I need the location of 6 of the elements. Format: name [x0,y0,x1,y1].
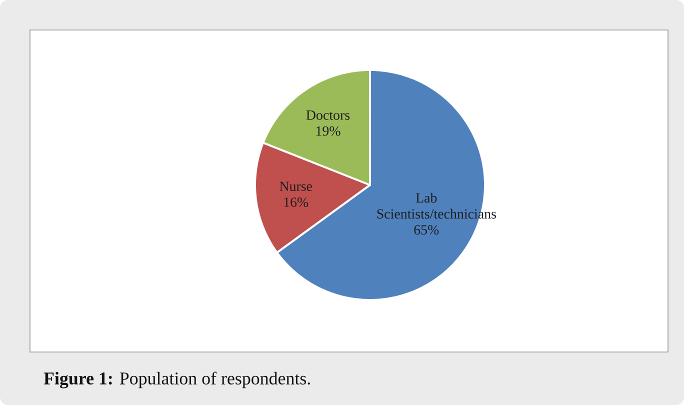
data-label: 65% [414,225,439,235]
data-label: 16% [284,198,308,207]
text: Figure 1: Population of respondents. [44,372,310,388]
data-label: 19% [316,126,340,136]
slice-label: Nurse [280,182,312,192]
slice-label: Doctors [306,110,350,120]
